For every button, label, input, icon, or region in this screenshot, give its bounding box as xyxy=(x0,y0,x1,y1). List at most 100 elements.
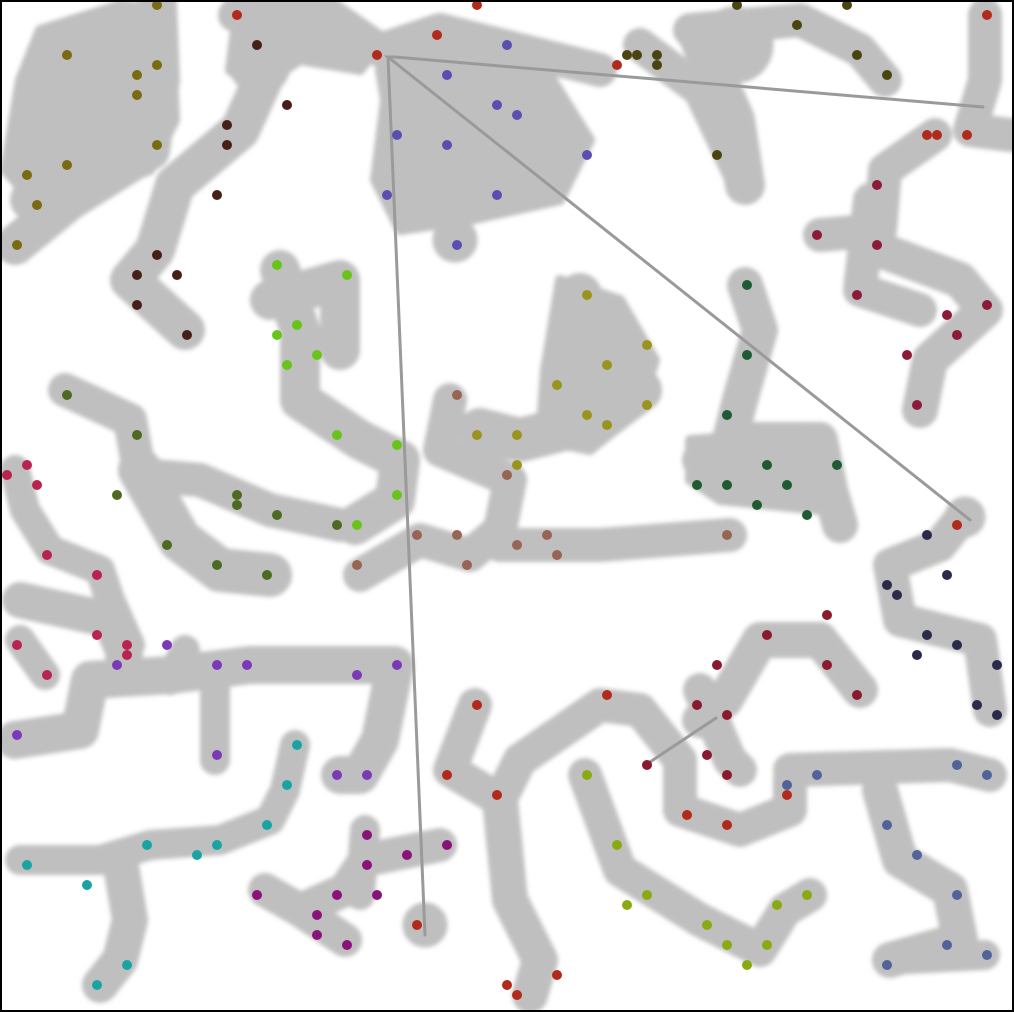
data-point xyxy=(362,770,372,780)
cluster-region xyxy=(683,673,757,787)
data-point xyxy=(392,660,402,670)
data-point xyxy=(92,630,102,640)
data-point xyxy=(992,710,1002,720)
data-point xyxy=(922,630,932,640)
data-point xyxy=(852,50,862,60)
data-point xyxy=(702,750,712,760)
data-point xyxy=(162,640,172,650)
data-point xyxy=(332,890,342,900)
data-point xyxy=(952,760,962,770)
data-point xyxy=(472,0,482,10)
data-point xyxy=(922,530,932,540)
data-point xyxy=(282,780,292,790)
data-point xyxy=(762,940,772,950)
cluster-region xyxy=(843,183,937,327)
data-point xyxy=(502,40,512,50)
data-point xyxy=(582,150,592,160)
data-point xyxy=(582,290,592,300)
data-point xyxy=(472,430,482,440)
data-point xyxy=(372,50,382,60)
data-point xyxy=(252,40,262,50)
data-point xyxy=(442,140,452,150)
data-point xyxy=(392,130,402,140)
data-point xyxy=(912,400,922,410)
connector-line xyxy=(648,716,718,764)
data-point xyxy=(982,10,992,20)
cluster-region xyxy=(0,0,180,215)
data-point xyxy=(692,480,702,490)
connector-line xyxy=(383,55,985,522)
data-point xyxy=(542,530,552,540)
cluster-region xyxy=(535,275,660,455)
cluster-region xyxy=(433,688,807,847)
data-point xyxy=(112,660,122,670)
cluster-region xyxy=(483,518,747,562)
data-point xyxy=(472,700,482,710)
data-point xyxy=(212,840,222,850)
data-point xyxy=(722,530,732,540)
data-point xyxy=(742,960,752,970)
data-point xyxy=(872,240,882,250)
data-point xyxy=(122,650,132,660)
data-point xyxy=(652,50,662,60)
data-point xyxy=(512,430,522,440)
data-point xyxy=(722,410,732,420)
data-point xyxy=(112,490,122,500)
data-point xyxy=(882,580,892,590)
data-point xyxy=(912,650,922,660)
data-point xyxy=(252,890,262,900)
data-point xyxy=(982,300,992,310)
data-point xyxy=(642,340,652,350)
data-point xyxy=(972,700,982,710)
data-points xyxy=(2,0,1002,1000)
cluster-region xyxy=(48,373,357,542)
data-point xyxy=(272,260,282,270)
data-point xyxy=(732,0,742,10)
data-point xyxy=(292,320,302,330)
data-point xyxy=(492,790,502,800)
data-point xyxy=(612,840,622,850)
data-point xyxy=(952,520,962,530)
data-point xyxy=(882,960,892,970)
data-point xyxy=(652,60,662,70)
data-point xyxy=(132,270,142,280)
data-point xyxy=(212,750,222,760)
data-point xyxy=(182,330,192,340)
data-point xyxy=(822,660,832,670)
data-point xyxy=(262,820,272,830)
data-point xyxy=(552,550,562,560)
data-point xyxy=(692,700,702,710)
cluster-region xyxy=(623,28,762,202)
cluster-region xyxy=(696,6,774,84)
data-point xyxy=(272,510,282,520)
data-point xyxy=(282,360,292,370)
data-point xyxy=(802,890,812,900)
data-point xyxy=(602,420,612,430)
data-point xyxy=(812,230,822,240)
data-point xyxy=(122,960,132,970)
data-point xyxy=(222,120,232,130)
data-point xyxy=(132,300,142,310)
data-point xyxy=(452,240,462,250)
data-point xyxy=(372,890,382,900)
data-point xyxy=(212,660,222,670)
data-point xyxy=(932,130,942,140)
data-point xyxy=(642,890,652,900)
data-point xyxy=(142,840,152,850)
data-point xyxy=(602,690,612,700)
cluster-region xyxy=(345,815,380,910)
data-point xyxy=(442,70,452,80)
data-point xyxy=(272,330,282,340)
data-point xyxy=(362,860,372,870)
data-point xyxy=(992,660,1002,670)
data-point xyxy=(512,990,522,1000)
data-point xyxy=(902,350,912,360)
data-point xyxy=(722,710,732,720)
data-point xyxy=(262,570,272,580)
data-point xyxy=(622,50,632,60)
data-point xyxy=(312,350,322,360)
data-point xyxy=(292,740,302,750)
data-point xyxy=(212,190,222,200)
data-point xyxy=(132,430,142,440)
